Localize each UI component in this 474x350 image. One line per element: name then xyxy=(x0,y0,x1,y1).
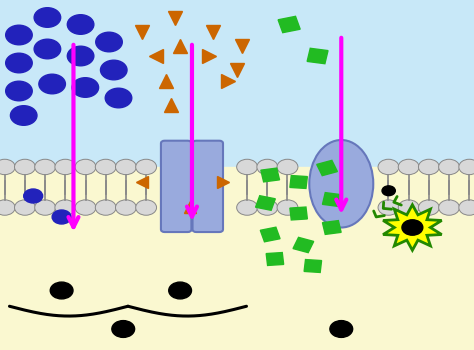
Circle shape xyxy=(35,159,55,175)
Bar xyxy=(307,48,328,64)
Circle shape xyxy=(116,159,137,175)
Circle shape xyxy=(257,159,278,175)
FancyBboxPatch shape xyxy=(192,141,223,232)
Circle shape xyxy=(34,8,61,27)
Bar xyxy=(322,193,341,206)
Bar xyxy=(290,207,307,220)
Circle shape xyxy=(237,200,257,215)
Circle shape xyxy=(6,53,32,73)
Circle shape xyxy=(277,159,298,175)
Circle shape xyxy=(34,39,61,59)
Circle shape xyxy=(459,159,474,175)
Circle shape xyxy=(378,159,399,175)
Circle shape xyxy=(6,25,32,45)
Circle shape xyxy=(100,60,127,80)
Circle shape xyxy=(419,200,439,215)
Circle shape xyxy=(419,159,439,175)
Circle shape xyxy=(438,159,459,175)
Circle shape xyxy=(15,159,36,175)
Circle shape xyxy=(55,200,76,215)
Circle shape xyxy=(96,32,122,52)
Circle shape xyxy=(95,159,116,175)
Circle shape xyxy=(136,159,156,175)
Circle shape xyxy=(398,159,419,175)
Circle shape xyxy=(75,159,96,175)
Bar xyxy=(304,260,321,272)
Circle shape xyxy=(35,200,55,215)
Circle shape xyxy=(6,81,32,101)
Circle shape xyxy=(277,200,298,215)
Circle shape xyxy=(10,106,37,125)
Bar xyxy=(322,220,341,234)
Bar xyxy=(0,0,474,167)
Circle shape xyxy=(169,282,191,299)
Circle shape xyxy=(15,200,36,215)
Circle shape xyxy=(330,321,353,337)
Circle shape xyxy=(398,200,419,215)
Circle shape xyxy=(257,200,278,215)
Circle shape xyxy=(112,321,135,337)
Bar xyxy=(290,176,307,188)
Bar xyxy=(261,168,280,182)
Circle shape xyxy=(0,200,15,215)
Circle shape xyxy=(50,282,73,299)
Bar xyxy=(260,227,280,242)
FancyBboxPatch shape xyxy=(161,141,191,232)
Bar xyxy=(255,196,275,210)
Circle shape xyxy=(116,200,137,215)
Bar xyxy=(317,160,337,176)
Polygon shape xyxy=(383,205,442,250)
Circle shape xyxy=(75,200,96,215)
Circle shape xyxy=(136,200,156,215)
Ellipse shape xyxy=(309,140,373,228)
Bar xyxy=(0,167,474,350)
Circle shape xyxy=(67,15,94,34)
Circle shape xyxy=(52,210,71,224)
Circle shape xyxy=(67,46,94,66)
Circle shape xyxy=(378,200,399,215)
Circle shape xyxy=(55,159,76,175)
Bar xyxy=(266,253,283,265)
Circle shape xyxy=(438,200,459,215)
Circle shape xyxy=(0,159,15,175)
Circle shape xyxy=(402,220,423,235)
Circle shape xyxy=(39,74,65,94)
Circle shape xyxy=(382,186,395,196)
Circle shape xyxy=(72,78,99,97)
Circle shape xyxy=(95,200,116,215)
Circle shape xyxy=(237,159,257,175)
Bar xyxy=(293,237,314,253)
Circle shape xyxy=(24,189,43,203)
Circle shape xyxy=(105,88,132,108)
Circle shape xyxy=(459,200,474,215)
Bar xyxy=(278,16,300,33)
